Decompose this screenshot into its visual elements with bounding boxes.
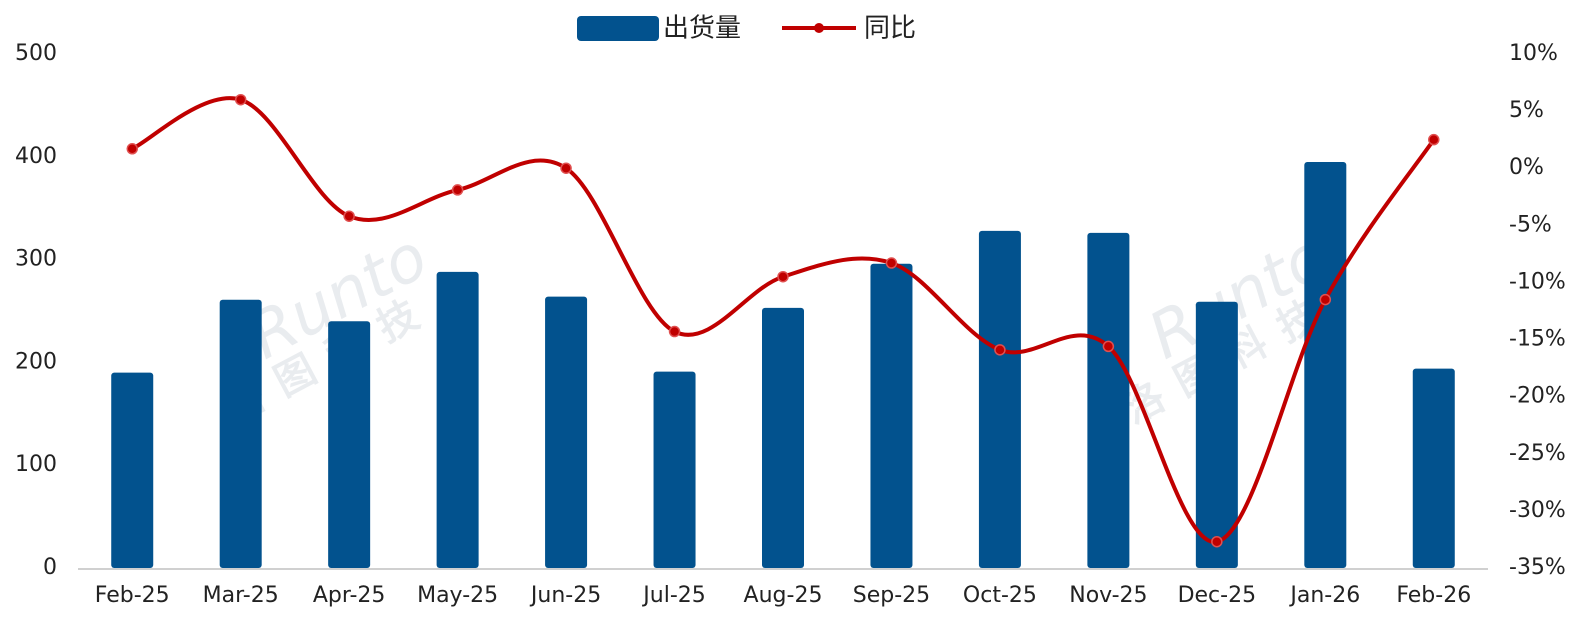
y-tick-label: 0: [43, 555, 57, 580]
line-point: [560, 162, 572, 174]
bar: [111, 372, 154, 568]
line-point: [343, 210, 355, 222]
line-point: [126, 143, 138, 155]
line-point: [451, 184, 464, 196]
x-tick-label: Jul-25: [641, 583, 705, 608]
line-point: [1102, 340, 1115, 353]
legend-label: 出货量: [663, 14, 741, 44]
line-point: [1428, 133, 1440, 146]
y2-tick-label: -10%: [1509, 269, 1566, 294]
line-point: [885, 257, 898, 269]
bar: [219, 299, 262, 568]
x-tick-label: Apr-25: [313, 583, 386, 608]
x-tick-label: Oct-25: [963, 583, 1037, 608]
x-tick-label: Dec-25: [1178, 583, 1257, 608]
bar: [978, 230, 1021, 569]
x-tick-label: Jun-25: [529, 583, 601, 608]
x-tick-label: Feb-25: [95, 583, 170, 608]
y-tick-label: 300: [15, 247, 57, 272]
line-point: [1211, 535, 1223, 548]
x-tick-label: Jan-26: [1288, 583, 1360, 608]
x-tick-label: Aug-25: [744, 583, 823, 608]
bar: [1087, 232, 1130, 568]
legend-swatch: [577, 16, 659, 41]
line-point: [1319, 293, 1332, 306]
bar: [545, 296, 588, 568]
bar: [1412, 368, 1455, 568]
y2-tick-label: -30%: [1509, 498, 1566, 523]
y2-tick-label: -35%: [1509, 555, 1566, 580]
line-point: [234, 93, 247, 106]
x-tick-label: Mar-25: [203, 583, 279, 608]
line-point: [668, 325, 681, 338]
bar: [1195, 301, 1238, 568]
y2-tick-label: 0%: [1509, 155, 1544, 180]
y-tick-label: 200: [15, 349, 57, 374]
x-tick-label: Nov-25: [1069, 583, 1147, 608]
line-point: [994, 344, 1006, 356]
y2-tick-label: -15%: [1509, 327, 1566, 352]
x-tick-label: Sep-25: [853, 583, 930, 608]
legend-swatch: [814, 23, 824, 33]
x-tick-label: Feb-26: [1396, 583, 1471, 608]
y2-tick-label: 10%: [1509, 41, 1558, 66]
y2-tick-label: -20%: [1509, 384, 1566, 409]
line-point: [777, 270, 789, 283]
bar: [328, 321, 371, 568]
y2-tick-label: 5%: [1509, 98, 1544, 123]
y-tick-label: 100: [15, 452, 57, 477]
x-tick-label: May-25: [417, 583, 498, 608]
y2-tick-label: -5%: [1509, 212, 1552, 237]
bar: [436, 271, 479, 568]
bar: [762, 307, 804, 568]
legend-label: 同比: [864, 14, 916, 44]
bar: [653, 371, 696, 568]
y-tick-label: 500: [15, 41, 57, 66]
bar: [870, 263, 913, 568]
y2-tick-label: -25%: [1509, 441, 1566, 466]
bar: [1304, 161, 1347, 568]
y-tick-label: 400: [15, 144, 57, 169]
